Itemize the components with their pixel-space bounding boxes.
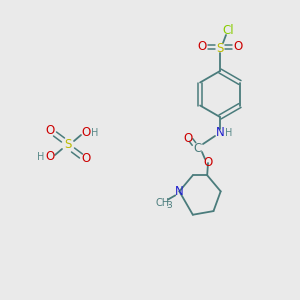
Text: O: O xyxy=(203,157,213,169)
Text: S: S xyxy=(64,139,72,152)
Text: O: O xyxy=(81,152,91,166)
Text: Cl: Cl xyxy=(222,23,234,37)
Text: N: N xyxy=(216,125,224,139)
Text: O: O xyxy=(45,124,55,137)
Text: CH: CH xyxy=(155,198,170,208)
Text: O: O xyxy=(197,40,207,53)
Text: H: H xyxy=(225,128,233,138)
Text: S: S xyxy=(216,41,224,55)
Text: O: O xyxy=(81,127,91,140)
Text: 3: 3 xyxy=(167,201,172,210)
Text: O: O xyxy=(233,40,243,53)
Text: C: C xyxy=(194,142,202,154)
Text: H: H xyxy=(37,152,45,162)
Text: N: N xyxy=(175,185,184,198)
Text: O: O xyxy=(183,131,193,145)
Text: H: H xyxy=(91,128,99,138)
Text: O: O xyxy=(45,151,55,164)
